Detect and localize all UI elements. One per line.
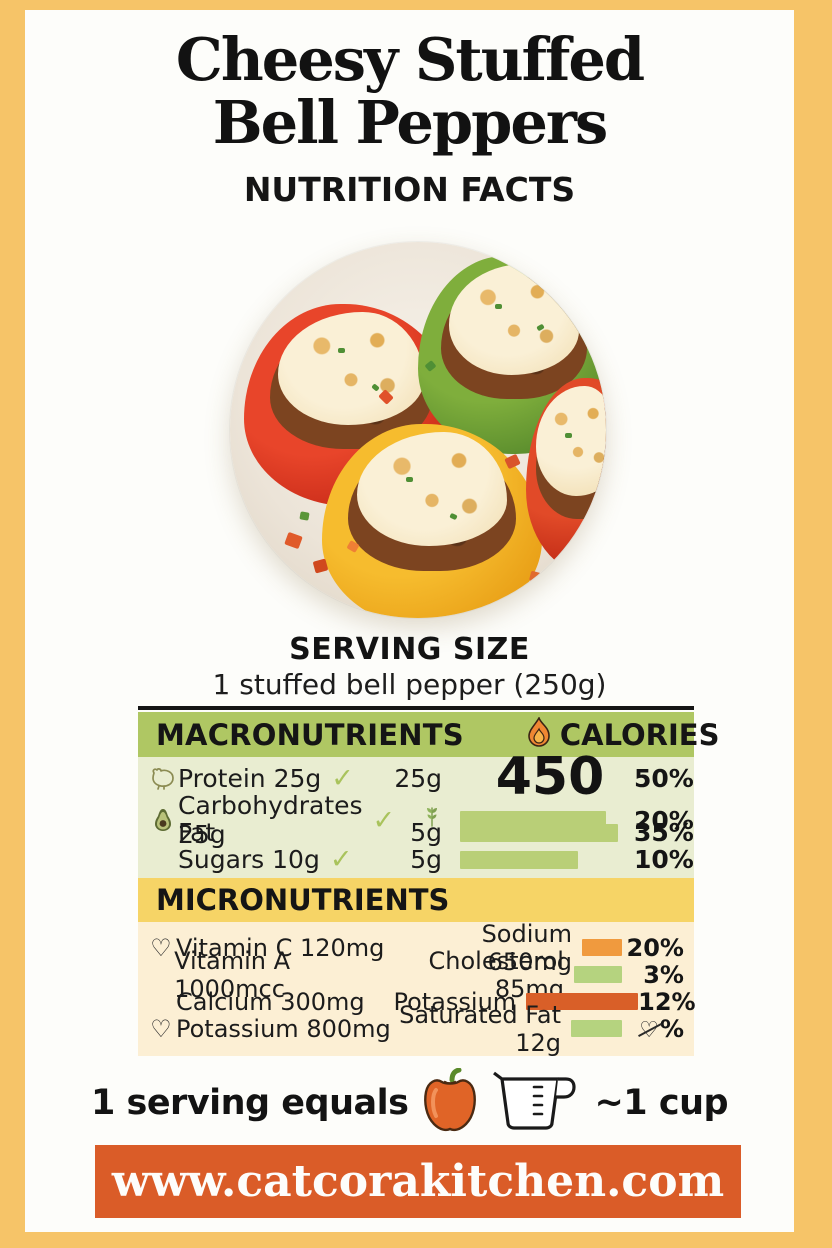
calories-title: CALORIES: [559, 717, 720, 752]
yellow-pepper-bottom: [322, 424, 542, 618]
micro-label: Vitamin C 120mg: [176, 933, 385, 962]
divider-line: [138, 706, 694, 710]
micro-percent: 12%: [638, 987, 696, 1016]
macronutrients-body: 450 Protein 25g ✓ 25g 50% Car: [138, 751, 694, 879]
flame-icon: [526, 715, 552, 753]
check-icon: ✓: [329, 844, 353, 875]
website-banner[interactable]: www.catcorakitchen.com: [95, 1145, 741, 1218]
macro-row-fat: Fat 5g 35%: [138, 818, 694, 847]
macro-label: Carbohydrates 25g: [178, 791, 363, 849]
macro-label: Fat: [178, 818, 216, 847]
website-url[interactable]: www.catcorakitchen.com: [111, 1156, 725, 1207]
calories-value: 450: [495, 747, 605, 807]
food-photo: [230, 242, 606, 618]
serving-equivalence: 1 serving equals ~1 cup: [25, 1067, 794, 1138]
micro-right-column: Sodium 650mg 20% Cholesterol 85mg 3% Pot…: [393, 920, 695, 1057]
measuring-cup-icon: [492, 1071, 580, 1135]
macronutrients-title: MACRONUTRIENTS: [156, 717, 464, 752]
macro-percent: 20%: [634, 805, 694, 835]
macro-value: 5g: [410, 818, 442, 847]
heart-crossed-icon: ♡: [639, 1017, 659, 1043]
micro-label: Vitamin A 1000mcc: [174, 946, 291, 1003]
bell-pepper-icon: [422, 1067, 478, 1138]
macro-percent: 10%: [634, 845, 694, 874]
macro-row-carbohydrates: Carbohydrates 25g ✓ 20%: [138, 791, 694, 849]
red-pepper-bottom-right: [526, 378, 606, 574]
micro-label: Sodium 650mg: [481, 919, 572, 976]
macro-bar: [460, 850, 578, 869]
micro-label: Saturated Fat 12g: [399, 1000, 561, 1057]
macro-label: Sugars 10g: [178, 845, 320, 874]
micro-item-vitamin-c: ♡ Vitamin C 120mg: [146, 933, 393, 962]
micro-item-potassium: ♡ Potassium 800mg: [146, 1014, 393, 1043]
serving-size-detail: 1 stuffed bell pepper (250g): [212, 668, 607, 701]
micro-item-cholesterol: Cholesterol 85mg 3%: [393, 947, 684, 1003]
serving-size-heading: SERVING SIZE: [289, 632, 530, 667]
macro-value: 25g: [394, 764, 442, 793]
micro-item-vitamin-a: Vitamin A 1000mcc: [146, 947, 393, 1003]
micro-percent: ♡%: [622, 1015, 684, 1043]
micro-label: Cholesterol 85mg: [428, 946, 564, 1003]
micro-bar: [573, 966, 622, 983]
leaf-icon: [422, 805, 442, 835]
macronutrients-header: MACRONUTRIENTS CALORIES: [138, 712, 720, 757]
title-line-1: Cheesy Stuffed: [175, 25, 645, 94]
heart-icon: ♡: [150, 933, 172, 962]
veg-speck: [299, 511, 310, 521]
micro-label: Potassium: [393, 987, 517, 1016]
micro-label: Calcium 300mg: [176, 987, 365, 1016]
micro-bar: [581, 939, 622, 956]
poster-card: Cheesy Stuffed Bell Peppers NUTRITION FA…: [25, 10, 794, 1232]
equivalence-suffix: ~1 cup: [594, 1083, 729, 1123]
micro-percent: 20%: [626, 933, 684, 962]
macro-label: Protein 25g: [178, 764, 322, 793]
micro-item-sodium: Sodium 650mg 20%: [393, 920, 684, 976]
macronutrients-table: MACRONUTRIENTS CALORIES 450 Protein 25g ✓: [138, 712, 720, 884]
macro-row-protein: Protein 25g ✓ 25g 50%: [138, 763, 694, 794]
micro-bar: [526, 993, 639, 1010]
macro-percent: 35%: [634, 818, 694, 847]
micro-left-column: ♡ Vitamin C 120mg Vitamin A 1000mcc Calc…: [146, 933, 393, 1043]
macro-percent: 50%: [634, 764, 694, 793]
macro-bar: [460, 823, 618, 842]
micro-item-potassium-bar: Potassium 12%: [393, 987, 695, 1016]
micro-item-calcium: Calcium 300mg: [146, 987, 393, 1016]
macro-row-sugars: Sugars 10g ✓ 5g 10%: [138, 844, 694, 875]
equivalence-prefix: 1 serving equals: [90, 1083, 409, 1123]
check-icon: ✓: [372, 804, 396, 836]
page-title: Cheesy Stuffed Bell Peppers: [25, 28, 794, 154]
micro-percent-text: %: [659, 1014, 684, 1043]
micronutrients-body: ♡ Vitamin C 120mg Vitamin A 1000mcc Calc…: [138, 920, 696, 1057]
check-icon: ✓: [331, 763, 354, 794]
micronutrients-header: MICRONUTRIENTS: [138, 878, 694, 922]
micro-percent: 3%: [643, 960, 684, 989]
heart-icon: ♡: [150, 1014, 172, 1043]
micro-bar: [570, 1020, 622, 1037]
nutrition-facts-subtitle: NUTRITION FACTS: [243, 170, 576, 209]
micro-label: Potassium 800mg: [176, 1014, 391, 1043]
micro-item-saturated-fat: Saturated Fat 12g ♡%: [393, 1001, 684, 1057]
title-line-2: Bell Peppers: [212, 88, 608, 158]
macro-value: 5g: [410, 845, 442, 874]
green-pepper-top-right: [418, 256, 606, 454]
micronutrients-table: MICRONUTRIENTS ♡ Vitamin C 120mg Vitamin…: [138, 878, 696, 1057]
chicken-icon: [148, 767, 178, 791]
veg-speck: [284, 531, 303, 550]
avocado-icon: [148, 808, 178, 832]
